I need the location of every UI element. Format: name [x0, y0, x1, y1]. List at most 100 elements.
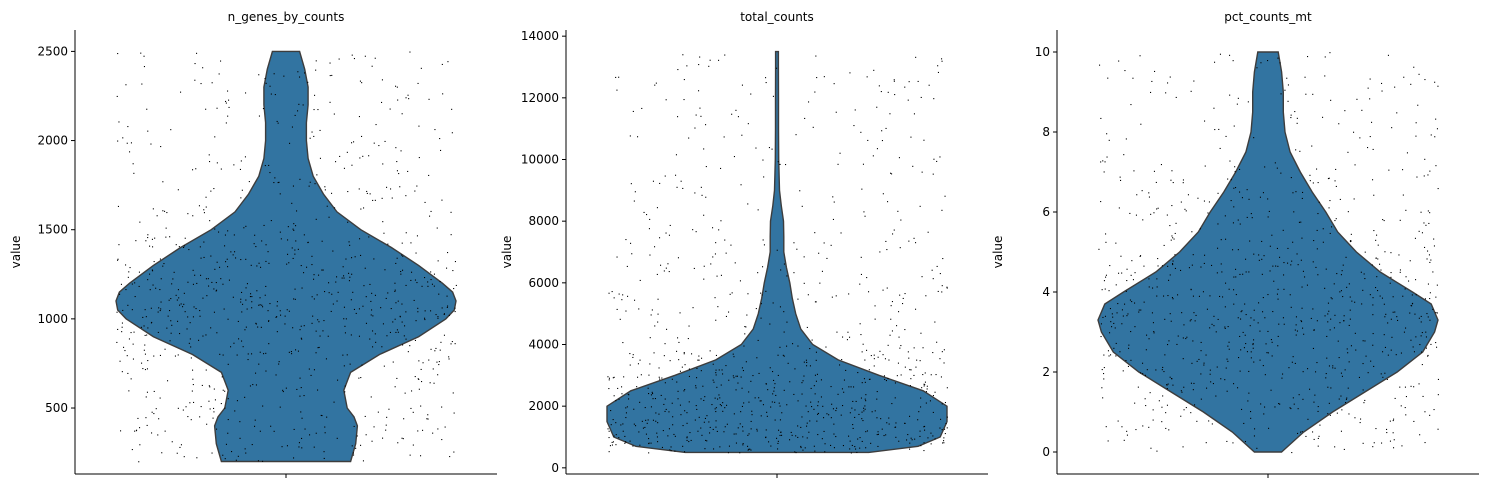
y-tick-label: 2000 [37, 134, 68, 148]
jitter-point [715, 372, 717, 374]
jitter-point [273, 430, 275, 432]
jitter-point [139, 427, 141, 429]
jitter-point [1390, 318, 1392, 320]
jitter-point [615, 434, 617, 436]
jitter-point [443, 313, 445, 315]
jitter-point [220, 168, 222, 170]
jitter-point [190, 346, 192, 348]
jitter-point [401, 437, 403, 439]
jitter-point [157, 434, 159, 436]
jitter-point [704, 448, 706, 450]
jitter-point [408, 98, 410, 100]
jitter-point [149, 289, 151, 291]
jitter-point [183, 245, 185, 247]
jitter-point [860, 256, 862, 258]
jitter-point [169, 340, 171, 342]
jitter-point [1354, 332, 1356, 334]
jitter-point [1426, 313, 1428, 315]
jitter-point [300, 387, 302, 389]
jitter-point [401, 321, 403, 323]
jitter-point [1171, 235, 1173, 237]
jitter-point [630, 183, 632, 185]
jitter-point [814, 374, 816, 376]
jitter-point [313, 298, 315, 300]
jitter-point [873, 365, 875, 367]
jitter-point [1367, 372, 1369, 374]
jitter-point [421, 381, 423, 383]
jitter-point [810, 387, 812, 389]
jitter-point [637, 136, 639, 138]
y-axis-label: value [9, 236, 23, 269]
jitter-point [814, 91, 816, 93]
jitter-point [313, 369, 315, 371]
jitter-point [1102, 397, 1104, 399]
jitter-point [699, 56, 701, 58]
jitter-point [809, 420, 811, 422]
jitter-point [703, 148, 705, 150]
jitter-point [252, 384, 254, 386]
jitter-point [927, 437, 929, 439]
jitter-point [1437, 85, 1439, 87]
jitter-point [921, 276, 923, 278]
jitter-point [625, 310, 627, 312]
jitter-point [890, 172, 892, 174]
jitter-point [747, 203, 749, 205]
jitter-point [315, 69, 317, 71]
jitter-point [277, 122, 279, 124]
jitter-point [925, 391, 927, 393]
jitter-point [1100, 336, 1102, 338]
jitter-point [333, 401, 335, 403]
jitter-point [715, 242, 717, 244]
jitter-point [920, 332, 922, 334]
jitter-point [1274, 162, 1276, 164]
jitter-point [725, 365, 727, 367]
jitter-point [713, 448, 715, 450]
jitter-point [1324, 315, 1326, 317]
jitter-point [638, 431, 640, 433]
jitter-point [1264, 317, 1266, 319]
jitter-point [1369, 136, 1371, 138]
jitter-point [1319, 424, 1321, 426]
jitter-point [233, 234, 235, 236]
jitter-point [1318, 435, 1320, 437]
jitter-point [765, 437, 767, 439]
jitter-point [1341, 270, 1343, 272]
jitter-point [804, 447, 806, 449]
jitter-point [735, 433, 737, 435]
jitter-point [676, 381, 678, 383]
jitter-point [1118, 207, 1120, 209]
jitter-point [1172, 237, 1174, 239]
jitter-point [1115, 242, 1117, 244]
jitter-point [683, 353, 685, 355]
jitter-point [238, 338, 240, 340]
jitter-point [127, 304, 129, 306]
jitter-point [347, 191, 349, 193]
jitter-point [1340, 274, 1342, 276]
jitter-point [1301, 286, 1303, 288]
jitter-point [1410, 385, 1412, 387]
jitter-point [370, 300, 372, 302]
jitter-point [235, 257, 237, 259]
jitter-point [383, 365, 385, 367]
jitter-point [135, 240, 137, 242]
jitter-point [638, 308, 640, 310]
jitter-point [126, 355, 128, 357]
jitter-point [718, 59, 720, 61]
jitter-point [1177, 335, 1179, 337]
jitter-point [415, 252, 417, 254]
jitter-point [1271, 355, 1273, 357]
jitter-point [1403, 76, 1405, 78]
jitter-point [1330, 318, 1332, 320]
jitter-point [245, 287, 247, 289]
jitter-point [151, 321, 153, 323]
jitter-point [1152, 287, 1154, 289]
jitter-point [297, 71, 299, 73]
jitter-point [213, 311, 215, 313]
jitter-point [399, 186, 401, 188]
jitter-point [878, 85, 880, 87]
jitter-point [1290, 408, 1292, 410]
jitter-point [1232, 222, 1234, 224]
jitter-point [890, 305, 892, 307]
jitter-point [205, 369, 207, 371]
jitter-point [1276, 167, 1278, 169]
